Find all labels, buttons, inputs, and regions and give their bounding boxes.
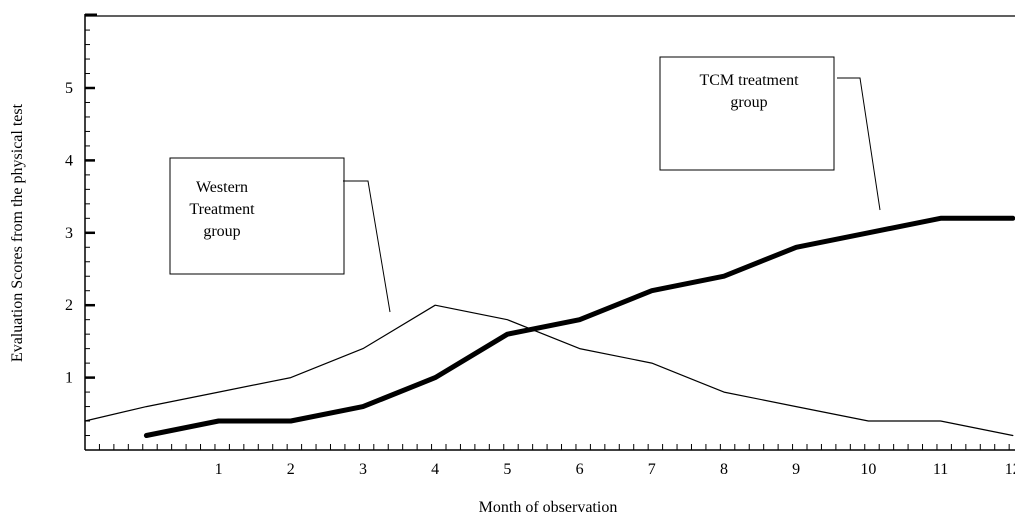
callout-label: Treatment <box>189 201 255 218</box>
x-axis: 123456789101112 <box>98 444 1015 478</box>
callout-box <box>659 56 835 171</box>
y-axis-label: Evaluation Scores from the physical test <box>9 103 26 362</box>
y-tick-label: 1 <box>65 370 73 387</box>
callout-label: group <box>730 94 767 111</box>
x-tick-label: 4 <box>431 461 439 478</box>
western-treatment-callout: Western Treatment group <box>169 157 391 313</box>
x-tick-label: 3 <box>359 461 367 478</box>
x-tick-label: 2 <box>287 461 295 478</box>
series-callouts: Western Treatment group TCM treatment group <box>169 56 881 313</box>
y-tick-label: 3 <box>65 225 73 242</box>
y-tick-label: 2 <box>65 297 73 314</box>
x-tick-label: 10 <box>860 461 876 478</box>
tcm-treatment-callout: TCM treatment group <box>659 56 881 211</box>
x-tick-label: 12 <box>1005 461 1015 478</box>
y-tick-label: 5 <box>65 80 73 97</box>
western-treatment-line <box>84 304 1014 437</box>
callout-leader-line <box>837 77 881 211</box>
callout-leader-line <box>343 180 391 313</box>
callout-label: TCM treatment <box>699 72 799 89</box>
y-axis: 1 2 3 4 5 <box>65 29 95 437</box>
callout-label: Western <box>196 179 248 196</box>
x-tick-label: 5 <box>503 461 511 478</box>
x-tick-label: 11 <box>933 461 948 478</box>
callout-label: group <box>203 223 240 240</box>
tcm-treatment-line <box>143 215 1015 438</box>
x-tick-label: 1 <box>215 461 223 478</box>
x-tick-label: 9 <box>792 461 800 478</box>
callout-box <box>169 157 345 275</box>
x-axis-label: Month of observation <box>479 499 618 516</box>
series-lines <box>84 215 1015 438</box>
x-tick-label: 7 <box>648 461 656 478</box>
x-tick-label: 8 <box>720 461 728 478</box>
y-tick-label: 4 <box>65 152 73 169</box>
x-tick-label: 6 <box>576 461 584 478</box>
